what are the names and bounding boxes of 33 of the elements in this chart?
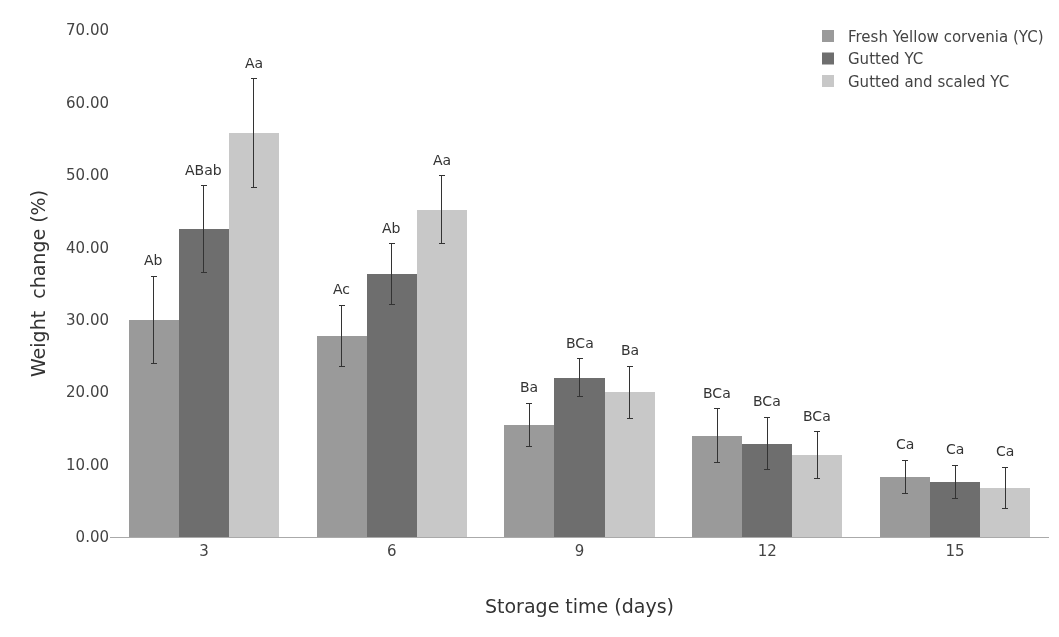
annotation: Ca <box>946 441 965 457</box>
x-tick-label: 6 <box>386 542 397 560</box>
legend-label: Fresh Yellow corvenia (YC) <box>848 27 1044 46</box>
annotation: Aa <box>245 55 264 71</box>
y-tick-label: 30.00 <box>66 310 109 329</box>
annotation: Aa <box>433 152 452 168</box>
y-axis-title: Weight change (%) <box>26 189 49 378</box>
annotation: ABab <box>185 162 222 178</box>
x-tick-label: 12 <box>757 542 777 560</box>
y-tick-label: 60.00 <box>66 93 109 112</box>
annotation: Ab <box>382 220 401 236</box>
x-tick-label: 3 <box>199 542 209 560</box>
x-axis-title: Storage time (days) <box>484 594 675 617</box>
y-tick-label: 10.00 <box>66 455 109 474</box>
legend-label: Gutted and scaled YC <box>848 72 1010 91</box>
y-tick-label: 0.00 <box>75 528 109 547</box>
annotation: Ac <box>333 281 351 297</box>
annotation: Ca <box>896 436 915 452</box>
y-tick-label: 50.00 <box>66 166 109 185</box>
annotation: Ba <box>520 379 539 395</box>
x-tick-label: 15 <box>945 542 965 560</box>
y-tick-label: 40.00 <box>66 238 109 257</box>
annotation: BCa <box>703 385 731 401</box>
annotation: Ab <box>144 252 163 268</box>
y-tick-label: 20.00 <box>66 383 109 402</box>
annotation: Ba <box>621 342 640 358</box>
annotation: Ca <box>996 443 1015 459</box>
annotation: BCa <box>803 408 831 424</box>
x-tick-label: 9 <box>574 542 585 560</box>
legend-label: Gutted YC <box>848 50 924 69</box>
y-tick-label: 70.00 <box>66 21 109 40</box>
annotation: BCa <box>753 393 781 409</box>
annotation: BCa <box>566 335 594 351</box>
